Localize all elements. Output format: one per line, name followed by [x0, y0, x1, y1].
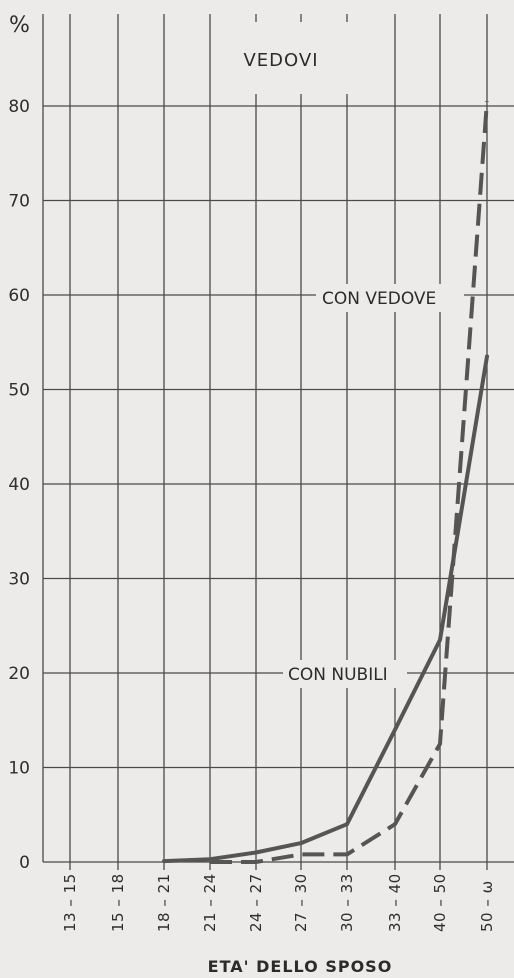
- x-tick-label: 24 – 27: [247, 873, 265, 932]
- y-tick-label: 80: [8, 97, 30, 117]
- y-tick-label: 30: [8, 570, 30, 590]
- chart-title: VEDOVI: [243, 50, 318, 71]
- y-tick-label: 10: [8, 759, 30, 779]
- series-line-con-nubili: [162, 354, 489, 864]
- x-tick-label: 13 – 15: [61, 873, 79, 932]
- y-axis-ticks: 0 10 20 30 40 50 60 70 80: [8, 97, 30, 873]
- x-tick-label: 27 – 30: [292, 873, 310, 932]
- y-tick-label: 40: [8, 475, 30, 495]
- series: [162, 101, 489, 864]
- series-line-con-vedove: [210, 101, 489, 864]
- x-axis-ticks: 13 – 15 15 – 18 18 – 21 21 – 24 24 – 27 27 – …: [61, 873, 496, 932]
- chart-title-background: [212, 22, 350, 94]
- x-tick-label: 15 – 18: [109, 873, 127, 932]
- series-label-background-con-vedove: [316, 284, 464, 312]
- series-label-background-con-nubili: [283, 660, 407, 688]
- y-tick-label: 60: [8, 286, 30, 306]
- y-tick-label: 20: [8, 664, 30, 684]
- y-tick-label: 70: [8, 192, 30, 212]
- x-tick-label: 30 – 33: [338, 873, 356, 932]
- x-tick-label: 50 – ω: [478, 880, 496, 932]
- y-axis-unit-label: %: [9, 13, 30, 38]
- series-label-con-vedove: CON VEDOVE: [322, 289, 436, 309]
- x-tick-label: 40 – 50: [431, 873, 449, 932]
- x-tick-label: 18 – 21: [155, 873, 173, 932]
- y-tick-label: 0: [19, 853, 30, 873]
- x-axis-label: ETA' DELLO SPOSO: [208, 957, 393, 976]
- x-tick-label: 21 – 24: [201, 873, 219, 932]
- x-tick-label: 33 – 40: [386, 873, 404, 932]
- grid: [42, 14, 514, 870]
- y-tick-label: 50: [8, 381, 30, 401]
- series-label-con-nubili: CON NUBILI: [288, 665, 388, 685]
